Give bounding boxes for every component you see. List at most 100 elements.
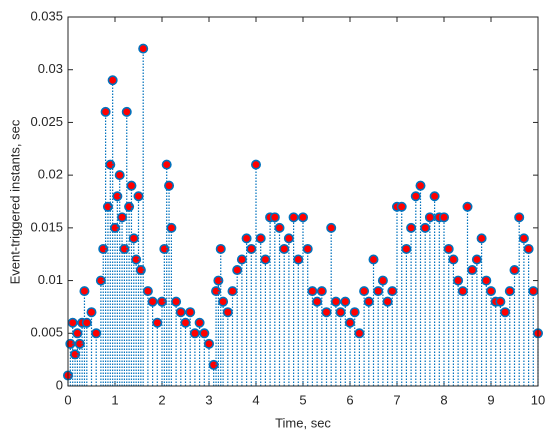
stem-marker <box>246 243 257 254</box>
stem-marker <box>335 307 346 318</box>
stem-marker <box>126 180 137 191</box>
stem-marker <box>340 296 351 307</box>
stem-marker <box>260 254 271 265</box>
stem-marker <box>236 254 247 265</box>
x-tick-label: 7 <box>393 392 400 407</box>
stem-marker <box>443 243 454 254</box>
stem-marker <box>326 222 337 233</box>
y-tick-label: 0.02 <box>38 167 63 182</box>
stem-marker <box>241 233 252 244</box>
y-tick-label: 0.015 <box>30 219 63 234</box>
stem-marker <box>279 243 290 254</box>
stem-marker <box>307 286 318 297</box>
stem-marker <box>288 212 299 223</box>
stem-marker <box>119 243 130 254</box>
stem-marker <box>255 233 266 244</box>
stem-marker <box>147 296 158 307</box>
stem-marker <box>70 349 81 360</box>
stem-marker <box>330 296 341 307</box>
y-tick-label: 0.03 <box>38 61 63 76</box>
x-tick-label: 2 <box>158 392 165 407</box>
x-tick-label: 6 <box>346 392 353 407</box>
stem-marker <box>406 222 417 233</box>
stem-marker <box>485 286 496 297</box>
stem-marker <box>274 222 285 233</box>
stem-marker <box>98 243 109 254</box>
stem-marker <box>185 307 196 318</box>
stem-marker <box>218 296 229 307</box>
y-tick-label: 0.01 <box>38 272 63 287</box>
stem-marker <box>199 328 210 339</box>
x-tick-label: 10 <box>531 392 545 407</box>
stem-marker <box>438 212 449 223</box>
stem-marker <box>112 191 123 202</box>
stem-marker <box>124 201 135 212</box>
stem-marker <box>387 286 398 297</box>
x-tick-label: 1 <box>111 392 118 407</box>
y-axis-label: Event-triggered instants, sec <box>7 119 22 284</box>
stem-marker <box>283 233 294 244</box>
y-tick-label: 0 <box>56 377 63 392</box>
stem-marker <box>424 212 435 223</box>
stem-marker <box>523 243 534 254</box>
stem-marker <box>377 275 388 286</box>
stem-marker <box>142 286 153 297</box>
stem-marker <box>110 222 121 233</box>
x-tick-label: 8 <box>440 392 447 407</box>
stem-marker <box>518 233 529 244</box>
stem-marker <box>121 106 132 117</box>
stem-marker <box>189 328 200 339</box>
stem-marker <box>344 317 355 328</box>
stem-marker <box>410 191 421 202</box>
stem-marker <box>495 296 506 307</box>
stem-marker <box>222 307 233 318</box>
stem-marker <box>514 212 525 223</box>
stem-marker <box>359 286 370 297</box>
stem-marker <box>152 317 163 328</box>
stem-marker <box>471 254 482 265</box>
stem-marker <box>363 296 374 307</box>
stem-marker <box>211 286 222 297</box>
stem-marker <box>453 275 464 286</box>
y-tick-label: 0.005 <box>30 325 63 340</box>
stem-marker <box>166 222 177 233</box>
stem-marker <box>81 317 92 328</box>
stem-marker <box>302 243 313 254</box>
stem-marker <box>171 296 182 307</box>
stem-marker <box>297 212 308 223</box>
stem-marker <box>316 286 327 297</box>
x-tick-label: 5 <box>299 392 306 407</box>
stem-marker <box>373 286 384 297</box>
stem-marker <box>180 317 191 328</box>
stem-marker <box>293 254 304 265</box>
stem-marker <box>476 233 487 244</box>
y-tick-label: 0.035 <box>30 8 63 23</box>
stem-marker <box>269 212 280 223</box>
stem-marker <box>117 212 128 223</box>
stem-marker <box>194 317 205 328</box>
x-axis-label: Time, sec <box>275 415 331 430</box>
stem-marker <box>114 170 125 181</box>
stem-marker <box>420 222 431 233</box>
y-tick-label: 0.025 <box>30 114 63 129</box>
stem-marker <box>354 328 365 339</box>
x-tick-label: 0 <box>64 392 71 407</box>
stem-marker <box>107 75 118 86</box>
stem-marker <box>509 265 520 276</box>
stem-marker <box>448 254 459 265</box>
stem-marker <box>528 286 539 297</box>
stem-marker <box>133 191 144 202</box>
stem-marker <box>164 180 175 191</box>
stem-marker <box>429 191 440 202</box>
stem-marker <box>161 159 172 170</box>
stem-marker <box>232 265 243 276</box>
stem-marker <box>215 243 226 254</box>
stem-marker <box>135 265 146 276</box>
stem-marker <box>467 265 478 276</box>
x-tick-label: 4 <box>252 392 259 407</box>
stem-marker <box>396 201 407 212</box>
stem-marker <box>138 43 149 54</box>
stem-marker <box>401 243 412 254</box>
stem-marker <box>91 328 102 339</box>
